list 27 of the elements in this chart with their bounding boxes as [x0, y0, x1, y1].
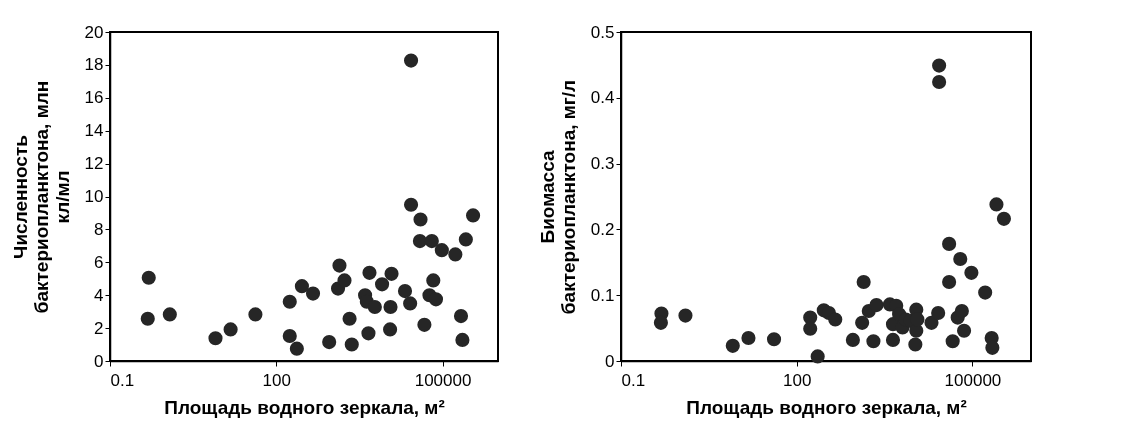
x-tick-label: 0.1	[621, 370, 646, 390]
y-tick-label: 4	[94, 285, 104, 305]
y-tick-label: 10	[84, 187, 104, 206]
x-axis-title: Площадь водного зеркала, м²	[164, 396, 445, 418]
y-tick-label: 2	[94, 318, 104, 338]
x-tick-label: 100	[262, 370, 291, 390]
y-tick-label: 0.5	[590, 22, 615, 42]
y-tick-label: 6	[94, 252, 104, 272]
y-axis-title: Биомасса бактериопланктона, мг/л	[536, 79, 579, 315]
y-tick-label: 0.2	[590, 219, 615, 239]
y-tick-label: 14	[84, 121, 104, 141]
y-tick-label: 0	[605, 351, 615, 371]
y-tick-label: 0.3	[590, 154, 615, 174]
x-axis-title: Площадь водного зеркала, м²	[686, 396, 967, 418]
x-tick-label: 100000	[414, 370, 472, 390]
y-tick-label: 16	[84, 88, 104, 108]
y-axis-title: Численность бактериопланктона, млн кл/мл	[9, 80, 73, 314]
x-tick-label: 0.1	[110, 370, 135, 390]
y-tick-label: 18	[84, 55, 104, 75]
y-tick-label: 12	[84, 154, 104, 174]
y-tick-label: 0.4	[590, 88, 615, 108]
x-tick-label: 100000	[944, 370, 1002, 390]
y-tick-label: 0	[94, 351, 104, 371]
y-tick-label: 0.1	[590, 285, 615, 305]
x-tick-label: 100	[783, 370, 812, 390]
y-tick-label: 8	[94, 219, 104, 239]
y-tick-label: 20	[84, 22, 104, 42]
